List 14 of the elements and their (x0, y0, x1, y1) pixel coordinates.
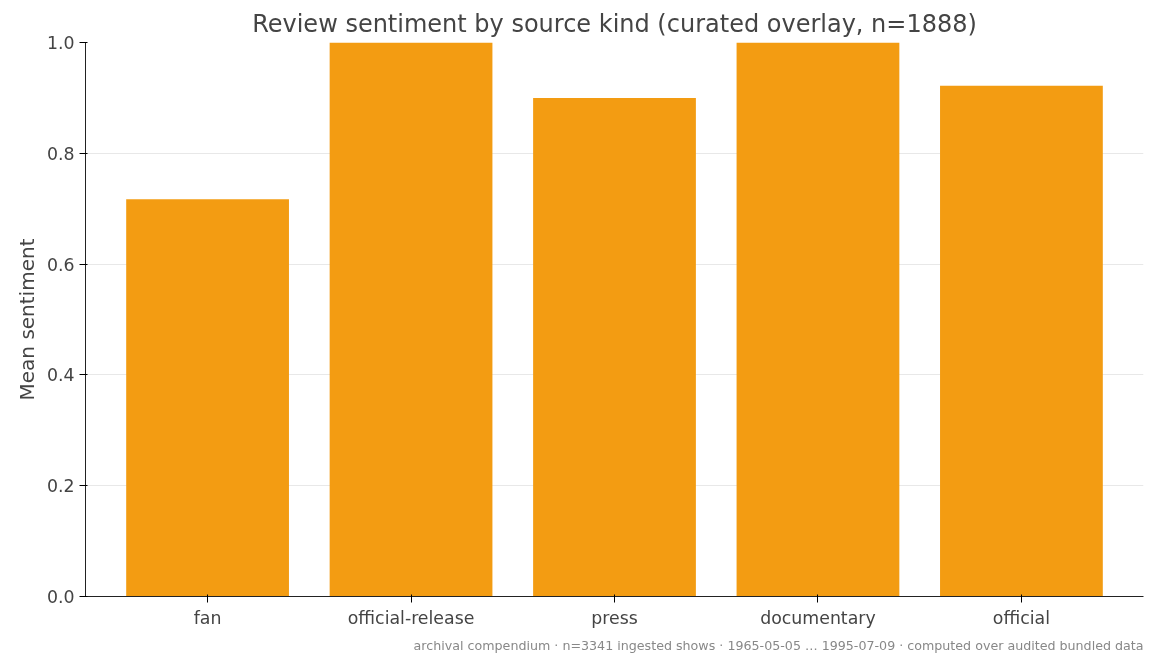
text: archival compendium · n=3341 ingested shows · 1965-05-05 … 1995-07-09 · computed over audited bundled data (413, 637, 1144, 653)
x-tick-label: fan (193, 607, 222, 628)
chart-title: Review sentiment by source kind (curated overlay, n=1888) (252, 9, 977, 38)
y-tick-label: 1.0 (46, 33, 75, 53)
x-tick-label: press (591, 607, 638, 628)
y-tick-label: 0.4 (46, 365, 75, 386)
y-tick-label: 0.6 (46, 254, 75, 275)
x-tick-label: official-release (347, 607, 475, 628)
y-tick-label: 0.0 (46, 587, 75, 607)
y-tick-label: 0.8 (46, 143, 75, 164)
x-tick-label: documentary (760, 607, 876, 628)
x-tick-label: official (992, 607, 1050, 628)
y-tick-label: 0.2 (46, 476, 75, 497)
y-axis-title: Mean sentiment (14, 238, 39, 401)
